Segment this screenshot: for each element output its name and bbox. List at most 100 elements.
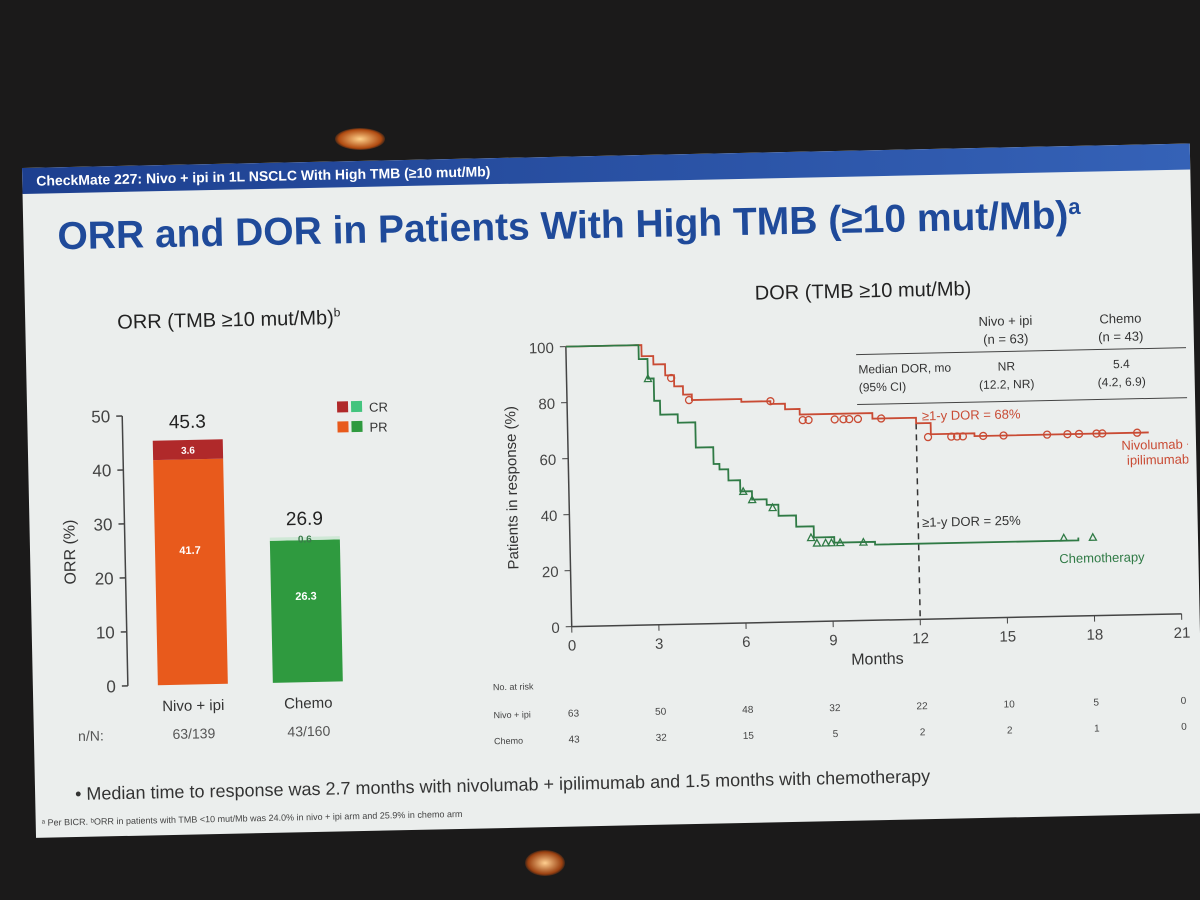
censor-mark-nivo — [666, 373, 676, 383]
censor-mark-nivo — [923, 432, 933, 442]
y-tick-label: 60 — [539, 452, 556, 469]
nivo-series-label: ipilimumab — [1127, 451, 1189, 467]
at-risk-value: 1 — [1094, 724, 1100, 735]
censor-mark-chemo — [747, 494, 757, 504]
x-tick-label: 15 — [999, 628, 1016, 645]
bar-cr-label: 3.6 — [181, 446, 196, 457]
x-axis-label: Months — [851, 651, 904, 669]
y-tick-label: 40 — [541, 508, 558, 525]
orr-subtitle-text: ORR (TMB ≥10 mut/Mb) — [117, 307, 335, 334]
at-risk-value: 63 — [568, 708, 580, 719]
n-label: n/N: — [78, 727, 104, 744]
bar-cr — [269, 536, 340, 541]
at-risk-value: 0 — [1181, 722, 1187, 733]
censor-mark-nivo — [1098, 429, 1107, 438]
x-tick-label: 21 — [1173, 625, 1190, 642]
reference-line-12mo — [915, 423, 921, 620]
bar-total-label: 26.9 — [286, 509, 323, 531]
legend-label-pr: PR — [369, 419, 387, 434]
censor-mark-chemo — [858, 537, 869, 546]
n-value: 63/139 — [172, 725, 215, 742]
at-risk-row-label: Nivo + ipi — [493, 709, 530, 720]
x-axis — [571, 613, 1182, 628]
at-risk-value: 2 — [1007, 725, 1013, 736]
room-light — [335, 128, 385, 150]
chemo-dor-annotation: ≥1-y DOR = 25% — [922, 513, 1021, 530]
censor-mark-nivo — [947, 432, 956, 441]
bar-pr — [153, 458, 228, 686]
y-tick-label: 20 — [542, 564, 559, 581]
at-risk-value: 10 — [1003, 699, 1015, 710]
censor-mark-chemo — [806, 532, 816, 542]
censor-mark-nivo — [845, 414, 854, 424]
table-nivo-value: NR — [998, 359, 1016, 373]
censor-mark-nivo — [839, 415, 848, 424]
at-risk-value: 2 — [920, 727, 926, 738]
censor-mark-nivo — [804, 415, 813, 425]
orr-subtitle: ORR (TMB ≥10 mut/Mb)b — [117, 305, 341, 334]
chemo-series-label: Chemotherapy — [1059, 549, 1145, 566]
bar-total-label: 45.3 — [169, 412, 206, 434]
orr-bar-chart: 0 10 20 30 40 50 ORR (%) 41.7 3.6 45.3 Nivo + ipi 6… — [61, 399, 388, 744]
censor-mark-nivo — [684, 395, 694, 405]
slide: CheckMate 227: Nivo + ipi in 1L NSCLC Wi… — [22, 143, 1200, 838]
censor-mark-nivo — [979, 431, 988, 441]
at-risk-label: No. at risk — [493, 681, 534, 692]
censor-mark-chemo — [812, 538, 822, 547]
category-label: Chemo — [284, 695, 333, 713]
censor-mark-chemo — [643, 373, 653, 383]
table-header-nivo: (n = 63) — [983, 331, 1028, 347]
slide-title-sup: a — [1067, 193, 1081, 220]
at-risk-value: 43 — [568, 734, 580, 745]
nivo-ipi-curve — [565, 344, 1149, 438]
slide-title-text: ORR and DOR in Patients With High TMB (≥… — [56, 194, 1069, 259]
censor-mark-nivo — [1132, 428, 1142, 437]
legend-swatch-nivo-cr — [336, 401, 349, 413]
median-time-note: • Median time to response was 2.7 months… — [74, 766, 931, 805]
censor-mark-nivo — [798, 415, 807, 425]
y-axis — [121, 415, 129, 686]
slide-banner: CheckMate 227: Nivo + ipi in 1L NSCLC Wi… — [22, 143, 1191, 194]
censor-mark-chemo — [821, 537, 831, 547]
category-label: Nivo + ipi — [162, 697, 224, 715]
table-header-chemo: (n = 43) — [1098, 329, 1143, 345]
censor-mark-chemo — [1059, 532, 1069, 542]
nivo-dor-annotation: ≥1-y DOR = 68% — [922, 406, 1021, 423]
at-risk-row-label: Chemo — [494, 736, 523, 747]
x-tick-label: 6 — [742, 634, 751, 651]
y-tick-label: 0 — [106, 677, 116, 696]
legend-swatch-nivo-pr — [337, 421, 349, 433]
censor-mark-nivo — [1092, 429, 1101, 438]
y-axis-label: Patients in response (%) — [502, 406, 522, 570]
at-risk-value: 32 — [829, 703, 841, 714]
bar-pr-label: 41.7 — [179, 545, 201, 557]
chemo-curve — [565, 344, 1080, 546]
table-chemo-value: 5.4 — [1113, 357, 1130, 371]
table-nivo-value: (12.2, NR) — [979, 377, 1035, 392]
table-header-chemo: Chemo — [1099, 311, 1141, 327]
n-value: 43/160 — [287, 723, 330, 740]
censor-mark-nivo — [876, 414, 886, 423]
table-row-label: Median DOR, mo — [858, 361, 951, 377]
legend-swatch-chemo-cr — [350, 400, 363, 413]
at-risk-value: 48 — [742, 705, 754, 716]
x-tick-label: 18 — [1086, 626, 1103, 643]
x-tick-label: 3 — [655, 636, 664, 653]
bar-pr — [269, 539, 343, 683]
y-axis-label: ORR (%) — [61, 519, 79, 584]
legend-label-cr: CR — [369, 399, 388, 414]
table-chemo-value: (4.2, 6.9) — [1098, 375, 1146, 390]
censor-mark-chemo — [826, 537, 837, 547]
orr-subtitle-sup: b — [333, 305, 341, 320]
table-rule-bottom — [857, 396, 1195, 406]
censor-mark-nivo — [958, 432, 968, 441]
at-risk-value: 5 — [1093, 698, 1099, 709]
censor-mark-chemo — [1088, 532, 1098, 542]
at-risk-value: 15 — [743, 731, 755, 742]
bar-cr-label: 0.6 — [298, 534, 313, 545]
room-light — [525, 850, 565, 876]
x-tick-label: 0 — [568, 637, 577, 654]
y-tick-label: 40 — [92, 461, 111, 480]
slide-title: ORR and DOR in Patients With High TMB (≥… — [57, 194, 1081, 259]
